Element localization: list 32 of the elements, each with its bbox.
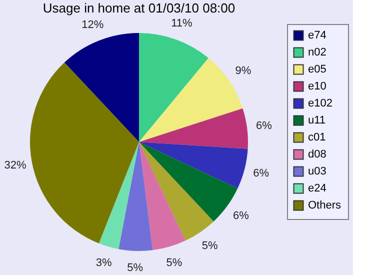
legend-label: c01 — [308, 132, 326, 144]
data-label: 6% — [253, 167, 270, 180]
data-label: 5% — [202, 240, 218, 252]
pie-slice — [139, 142, 186, 250]
pie-slice — [118, 142, 153, 251]
data-label: 11% — [171, 17, 192, 30]
data-label: 32% — [4, 160, 26, 172]
legend-label: u03 — [308, 166, 326, 178]
legend-label: d08 — [308, 148, 326, 160]
pie-slice — [139, 142, 214, 241]
data-label: 5% — [166, 256, 182, 269]
data-label: 9% — [235, 65, 252, 78]
data-label: 6% — [232, 210, 250, 222]
legend-label: e74 — [308, 30, 326, 42]
pie-slice — [139, 33, 208, 142]
pie-slice — [64, 33, 139, 142]
legend-label: e10 — [308, 80, 326, 92]
pie-slice — [30, 62, 139, 244]
data-label: 5% — [127, 262, 144, 274]
data-label: 6% — [256, 120, 272, 132]
legend-label: Others — [308, 200, 342, 212]
legend-label: u11 — [308, 114, 326, 126]
chart-title: Usage in home at 01/03/10 08:00 — [42, 0, 236, 16]
data-label: 3% — [96, 256, 112, 269]
pie-slice — [139, 108, 248, 149]
legend-label: n02 — [308, 46, 326, 58]
legend-label: e05 — [308, 64, 326, 76]
pie-slice — [98, 142, 139, 250]
legend-label: e24 — [308, 182, 326, 194]
data-label: 12% — [82, 18, 104, 31]
legend-label: e102 — [308, 98, 332, 110]
pie-slice — [139, 142, 248, 188]
